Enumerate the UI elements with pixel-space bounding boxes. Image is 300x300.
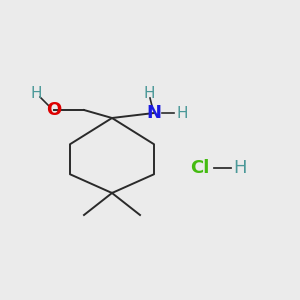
Text: N: N [146,104,161,122]
Text: H: H [233,159,247,177]
Text: H: H [143,85,155,100]
Text: H: H [30,86,42,101]
Text: H: H [176,106,188,121]
Text: O: O [46,101,62,119]
Text: Cl: Cl [190,159,210,177]
